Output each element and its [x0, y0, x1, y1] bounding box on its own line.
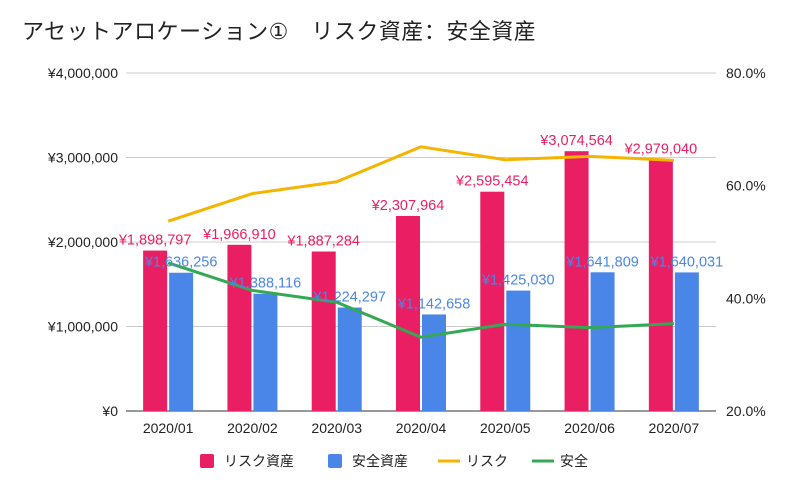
legend-label: リスク資産: [224, 454, 294, 470]
safe-asset-bar: [674, 272, 699, 411]
y-left-tick-label: ¥1,000,000: [47, 319, 118, 335]
x-tick-label: 2020/01: [143, 420, 194, 436]
x-tick-label: 2020/05: [480, 420, 531, 436]
safe-asset-bar: [253, 293, 278, 411]
legend: リスク資産 安全資産 リスク 安全: [200, 453, 588, 470]
x-tick-label: 2020/04: [396, 420, 447, 436]
y-left-tick-label: ¥2,000,000: [47, 234, 118, 250]
safe-asset-data-label: ¥1,224,297: [312, 290, 386, 306]
risk-asset-data-label: ¥1,887,284: [286, 234, 360, 250]
y-right-tick-label: 80.0%: [726, 65, 766, 81]
risk-asset-bar: [143, 250, 168, 411]
risk-asset-data-label: ¥3,074,564: [539, 133, 613, 149]
risk-asset-data-label: ¥2,979,040: [624, 141, 698, 157]
chart-title: アセットアロケーション① リスク資産：安全資産: [22, 20, 537, 45]
safe-asset-data-label: ¥1,636,256: [144, 255, 218, 271]
risk-asset-bar: [311, 251, 336, 411]
y-right-tick-label: 60.0%: [726, 178, 766, 194]
y-left-tick-label: ¥4,000,000: [47, 65, 118, 81]
lines: [167, 145, 674, 339]
safe-asset-data-label: ¥1,641,809: [565, 254, 639, 270]
y-right-tick-label: 20.0%: [726, 403, 766, 419]
x-tick-label: 2020/02: [227, 420, 278, 436]
safe-asset-data-label: ¥1,425,030: [481, 273, 555, 289]
risk-ratio-line: [167, 145, 674, 223]
safe-ratio-line: [167, 261, 674, 339]
safe-asset-bar: [590, 272, 615, 411]
risk-asset-data-label: ¥2,595,454: [455, 174, 529, 190]
safe-asset-bar: [169, 272, 194, 411]
safe-asset-data-label: ¥1,142,658: [397, 296, 471, 312]
legend-label: 安全: [560, 453, 588, 470]
risk-asset-bar: [564, 151, 589, 411]
bar-labels: ¥1,898,797 ¥1,966,910 ¥1,887,284 ¥2,307,964…: [118, 133, 723, 312]
safe-asset-bar: [337, 307, 362, 411]
safe-asset-bar: [422, 314, 446, 411]
x-tick-label: 2020/06: [564, 420, 615, 436]
risk-asset-data-label: ¥1,966,910: [202, 227, 276, 243]
y-left-tick-label: ¥0: [101, 403, 118, 419]
x-tick-label: 2020/07: [649, 420, 700, 436]
risk-asset-bar: [227, 244, 252, 411]
legend-swatch: [328, 454, 342, 468]
safe-asset-data-label: ¥1,388,116: [229, 276, 302, 292]
legend-label: リスク: [466, 454, 508, 470]
x-tick-label: 2020/03: [311, 420, 362, 436]
risk-asset-bar: [396, 215, 420, 411]
y-right-tick-label: 40.0%: [726, 290, 766, 306]
risk-asset-bar: [648, 159, 673, 411]
safe-asset-bar: [506, 290, 531, 411]
risk-asset-bar: [480, 191, 505, 411]
risk-asset-data-label: ¥1,898,797: [118, 233, 192, 249]
legend-swatch: [200, 454, 214, 468]
y-left-tick-label: ¥3,000,000: [47, 150, 118, 166]
risk-asset-data-label: ¥2,307,964: [371, 198, 445, 214]
safe-asset-data-label: ¥1,640,031: [650, 254, 724, 270]
gridlines: [126, 72, 716, 412]
legend-label: 安全資産: [352, 453, 408, 470]
bars: [143, 151, 699, 411]
axes: ¥0 ¥1,000,000 ¥2,000,000 ¥3,000,000 ¥4,000,0…: [47, 65, 766, 436]
